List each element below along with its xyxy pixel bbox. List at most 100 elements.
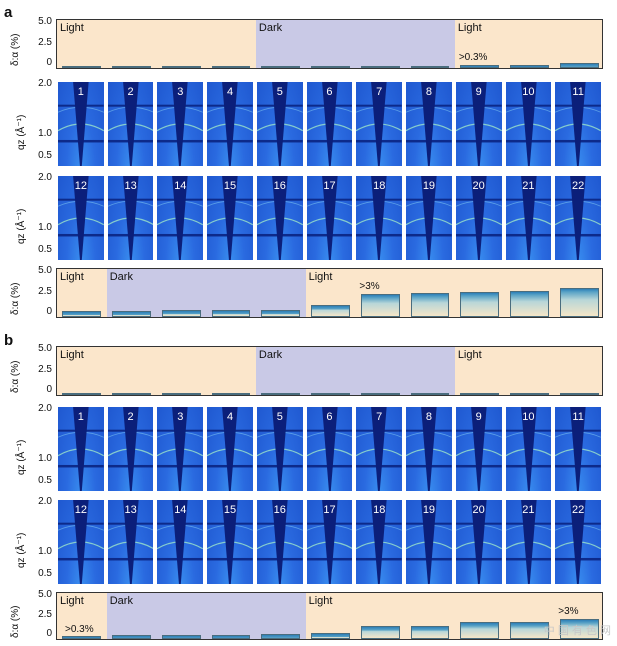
region-dark: Dark: [255, 347, 455, 395]
diffraction-pattern: [455, 500, 502, 584]
gixd-frame: 6: [306, 82, 353, 166]
frame-number: 13: [124, 504, 137, 516]
region-dark: Dark: [255, 20, 455, 68]
gixd-frame: 7: [356, 407, 403, 491]
y-tick-label: 0.5: [38, 149, 52, 161]
diffraction-pattern: [207, 407, 253, 491]
data-bar: [360, 393, 400, 395]
gixd-frame: 17: [306, 176, 353, 260]
watermark-text: 中 国 有 色 网: [543, 625, 611, 637]
frame-number: 2: [127, 86, 134, 98]
diffraction-pattern: [58, 407, 104, 491]
gixd-frame: 15: [207, 176, 253, 260]
y-tick-label: 5.0: [38, 589, 52, 600]
region-label: Light: [457, 349, 482, 361]
diffraction-pattern: [306, 500, 353, 584]
y-tick-label: 2.5: [38, 37, 52, 48]
y-axis-label: qz (Å⁻¹): [16, 114, 27, 150]
data-bar: [510, 393, 549, 395]
y-tick-label: 1.0: [38, 128, 52, 140]
frame-number: 18: [373, 504, 386, 516]
gixd-frame: 13: [107, 500, 154, 584]
data-bar: [161, 393, 201, 395]
gixd-frame: 14: [157, 500, 204, 584]
frame-number: 7: [376, 411, 383, 423]
gixd-frame: 1: [58, 82, 104, 166]
frame-number: 6: [326, 411, 333, 423]
data-bar: [161, 66, 201, 68]
y-tick-label: 5.0: [38, 343, 52, 354]
gixd-frame: 8: [406, 82, 452, 166]
y-tick-label: 2.0: [38, 496, 52, 507]
region-label: Light: [60, 271, 84, 283]
diffraction-pattern: [207, 500, 253, 584]
diffraction-pattern: [207, 176, 253, 260]
data-bar: [360, 66, 400, 68]
diffraction-pattern: [256, 176, 303, 260]
region-dark: Dark: [106, 269, 306, 317]
gixd-frame: 18: [356, 500, 403, 584]
diffraction-pattern: [505, 407, 552, 491]
y-tick-label: 5.0: [38, 265, 52, 276]
gixd-frame: 4: [207, 82, 253, 166]
region-label: Dark: [109, 271, 133, 283]
data-bar: [460, 291, 500, 317]
diffraction-pattern: [107, 82, 154, 166]
gixd-frame: 10: [505, 407, 552, 491]
gixd-frame: 9: [455, 82, 502, 166]
gixd-frame: 17: [306, 500, 353, 584]
gixd-frame: 3: [157, 407, 204, 491]
region-light: Light: [57, 269, 107, 317]
gixd-frame: 11: [555, 407, 601, 491]
data-bar: [311, 305, 350, 317]
data-bar: [211, 309, 251, 317]
data-bar: [460, 622, 500, 639]
diffraction-pattern: [207, 82, 253, 166]
data-bar: [510, 621, 549, 639]
frame-number: 12: [74, 180, 87, 192]
diffraction-pattern: [107, 176, 154, 260]
data-bar: [460, 65, 500, 68]
diffraction-pattern: [58, 500, 104, 584]
y-axis-label: qz (Å⁻¹): [16, 532, 27, 568]
frame-number: 11: [572, 86, 584, 98]
data-bar: [211, 66, 251, 68]
frame-number: 5: [276, 86, 283, 98]
gixd-frame: 20: [455, 176, 502, 260]
frame-number: 5: [276, 411, 283, 423]
y-tick-label: 1.0: [38, 453, 52, 465]
gixd-frame: 1: [58, 407, 104, 491]
diffraction-pattern: [356, 176, 403, 260]
bottom-bar-strip: Light Dark Light >3% >0.3%: [56, 592, 603, 640]
y-tick-label: 0: [46, 57, 52, 68]
gixd-frame: 19: [406, 500, 452, 584]
gixd-frame: 9: [455, 407, 502, 491]
frame-number: 12: [74, 504, 87, 516]
gixd-frame: 22: [555, 176, 601, 260]
gixd-frame: 16: [256, 500, 303, 584]
y-tick-label: 0.5: [38, 243, 52, 255]
gixd-frame: 10: [505, 82, 552, 166]
frame-number: 10: [522, 86, 535, 98]
y-axis-label: δ:α (%): [10, 605, 21, 638]
annotation-label: >3%: [359, 280, 380, 292]
y-tick-label: 0.5: [38, 474, 52, 486]
region-light: Light: [57, 347, 256, 395]
frame-number: 15: [223, 504, 237, 516]
data-bar: [261, 633, 301, 639]
frame-number: 15: [223, 180, 237, 192]
region-label: Light: [60, 595, 84, 607]
data-bar: [112, 66, 151, 68]
gixd-frame: 15: [207, 500, 253, 584]
frame-number: 22: [572, 180, 585, 192]
data-bar: [410, 626, 450, 639]
diffraction-pattern: [107, 407, 154, 491]
y-axis-label: δ:α (%): [10, 360, 21, 393]
gixd-frame: 2: [107, 407, 154, 491]
frame-number: 19: [422, 504, 436, 516]
region-light: Light: [454, 20, 602, 68]
diffraction-pattern: [455, 407, 502, 491]
region-light: Light: [57, 593, 107, 639]
diffraction-pattern: [157, 82, 204, 166]
diffraction-pattern: [555, 176, 601, 260]
